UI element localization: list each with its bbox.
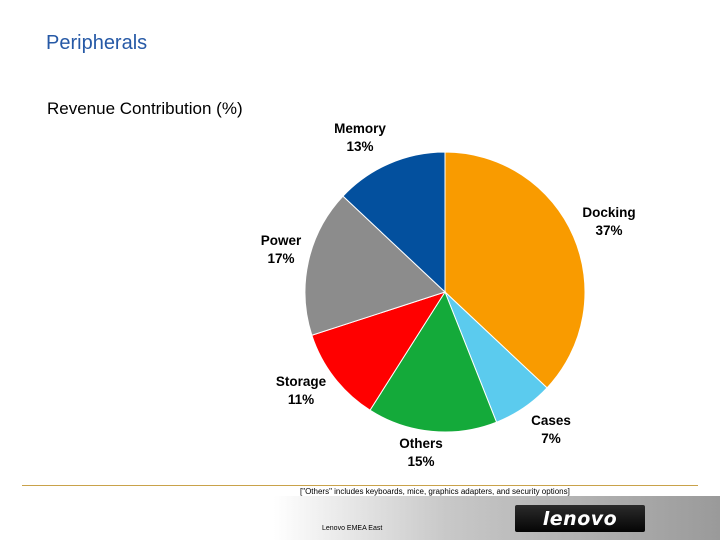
slice-label-cases: Cases (531, 413, 571, 428)
chart-footnote: ["Others" includes keyboards, mice, grap… (300, 487, 570, 496)
pie-slice-power (304, 195, 446, 336)
slice-value-docking: 37% (595, 223, 622, 238)
slice-label-others: Others (399, 436, 443, 451)
slice-value-cases: 7% (541, 431, 561, 446)
slice-label-docking: Docking (582, 205, 635, 220)
slice-value-others: 15% (407, 454, 434, 469)
slice-value-memory: 13% (346, 139, 373, 154)
slice-value-storage: 11% (288, 392, 314, 407)
chart-title: Revenue Contribution (%) (47, 99, 243, 118)
slice-label-storage: Storage (276, 374, 327, 389)
logo-text: lenovo (542, 507, 618, 530)
divider-line (22, 485, 698, 486)
pie-slice-memory (342, 151, 446, 294)
lenovo-logo: lenovo (515, 505, 645, 532)
slice-value-power: 17% (267, 251, 294, 266)
pie-slice-storage (311, 291, 447, 411)
page-title: Peripherals (46, 32, 148, 54)
slice-label-memory: Memory (334, 121, 386, 136)
pie-slice-docking (444, 151, 586, 389)
footer-text: Lenovo EMEA East (322, 525, 383, 532)
pie-slice-others (369, 290, 498, 433)
slice-label-power: Power (261, 233, 302, 248)
